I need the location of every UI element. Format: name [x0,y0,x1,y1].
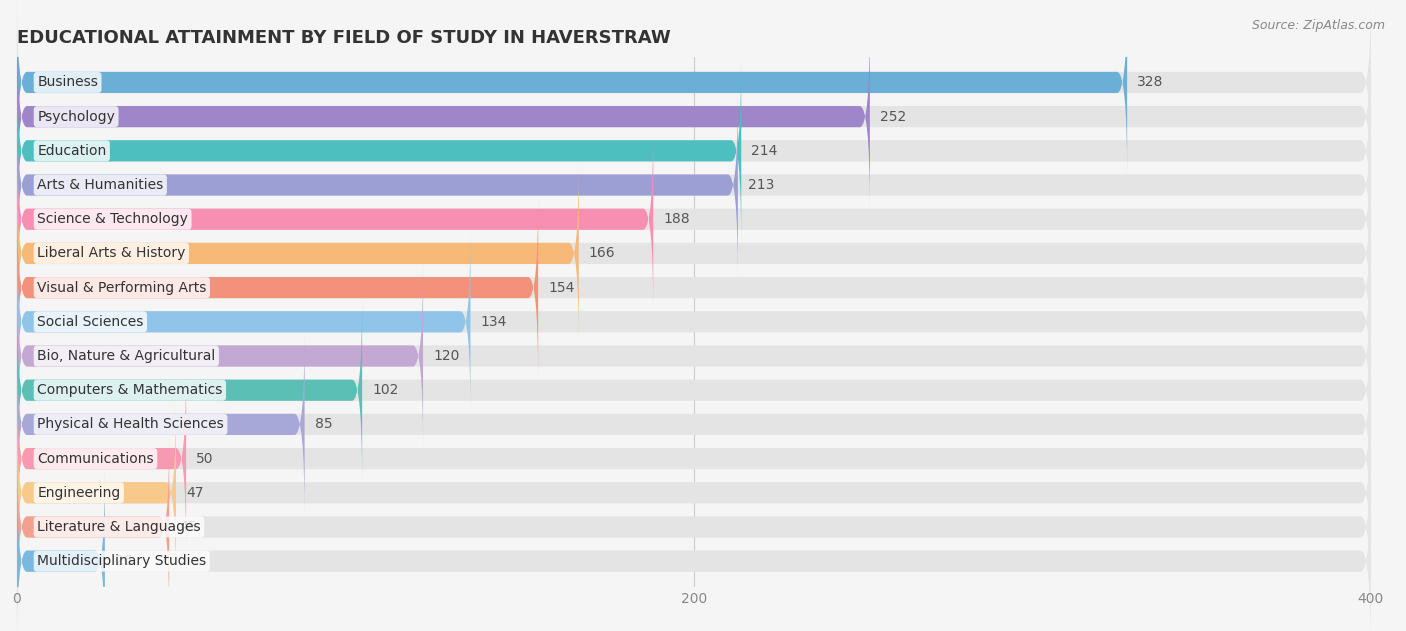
Text: Education: Education [37,144,107,158]
FancyBboxPatch shape [17,298,1371,482]
FancyBboxPatch shape [17,59,1371,243]
FancyBboxPatch shape [17,127,1371,311]
FancyBboxPatch shape [17,333,305,516]
FancyBboxPatch shape [17,264,1371,448]
Text: 166: 166 [589,247,616,261]
Text: 26: 26 [115,554,132,568]
FancyBboxPatch shape [17,93,738,277]
FancyBboxPatch shape [17,435,169,619]
Text: 214: 214 [751,144,778,158]
FancyBboxPatch shape [17,230,1371,414]
FancyBboxPatch shape [17,127,654,311]
FancyBboxPatch shape [17,25,1371,209]
Text: Psychology: Psychology [37,110,115,124]
Text: 85: 85 [315,417,332,432]
Text: 134: 134 [481,315,508,329]
Text: 45: 45 [180,520,197,534]
Text: Business: Business [37,76,98,90]
Text: Bio, Nature & Agricultural: Bio, Nature & Agricultural [37,349,215,363]
FancyBboxPatch shape [17,298,363,482]
Text: 328: 328 [1137,76,1164,90]
Text: Computers & Mathematics: Computers & Mathematics [37,383,222,397]
Text: Communications: Communications [37,452,153,466]
Text: Physical & Health Sciences: Physical & Health Sciences [37,417,224,432]
Text: Literature & Languages: Literature & Languages [37,520,201,534]
FancyBboxPatch shape [17,435,1371,619]
Text: Arts & Humanities: Arts & Humanities [37,178,163,192]
FancyBboxPatch shape [17,333,1371,516]
FancyBboxPatch shape [17,367,186,551]
Text: Social Sciences: Social Sciences [37,315,143,329]
Text: 47: 47 [186,486,204,500]
Text: Multidisciplinary Studies: Multidisciplinary Studies [37,554,207,568]
FancyBboxPatch shape [17,230,471,414]
Text: Science & Technology: Science & Technology [37,212,188,227]
Text: 154: 154 [548,281,575,295]
Text: 252: 252 [880,110,907,124]
FancyBboxPatch shape [17,401,176,585]
Text: 188: 188 [664,212,690,227]
FancyBboxPatch shape [17,0,1371,174]
Text: 120: 120 [433,349,460,363]
Text: Engineering: Engineering [37,486,121,500]
FancyBboxPatch shape [17,264,423,448]
FancyBboxPatch shape [17,162,579,345]
FancyBboxPatch shape [17,59,741,243]
Text: 50: 50 [197,452,214,466]
FancyBboxPatch shape [17,25,870,209]
FancyBboxPatch shape [17,469,1371,631]
FancyBboxPatch shape [17,367,1371,551]
Text: Source: ZipAtlas.com: Source: ZipAtlas.com [1251,19,1385,32]
FancyBboxPatch shape [17,162,1371,345]
FancyBboxPatch shape [17,93,1371,277]
Text: Visual & Performing Arts: Visual & Performing Arts [37,281,207,295]
FancyBboxPatch shape [17,0,1128,174]
Text: 102: 102 [373,383,399,397]
FancyBboxPatch shape [17,196,538,380]
FancyBboxPatch shape [17,469,105,631]
Text: EDUCATIONAL ATTAINMENT BY FIELD OF STUDY IN HAVERSTRAW: EDUCATIONAL ATTAINMENT BY FIELD OF STUDY… [17,29,671,47]
Text: 213: 213 [748,178,775,192]
Text: Liberal Arts & History: Liberal Arts & History [37,247,186,261]
FancyBboxPatch shape [17,401,1371,585]
FancyBboxPatch shape [17,196,1371,380]
